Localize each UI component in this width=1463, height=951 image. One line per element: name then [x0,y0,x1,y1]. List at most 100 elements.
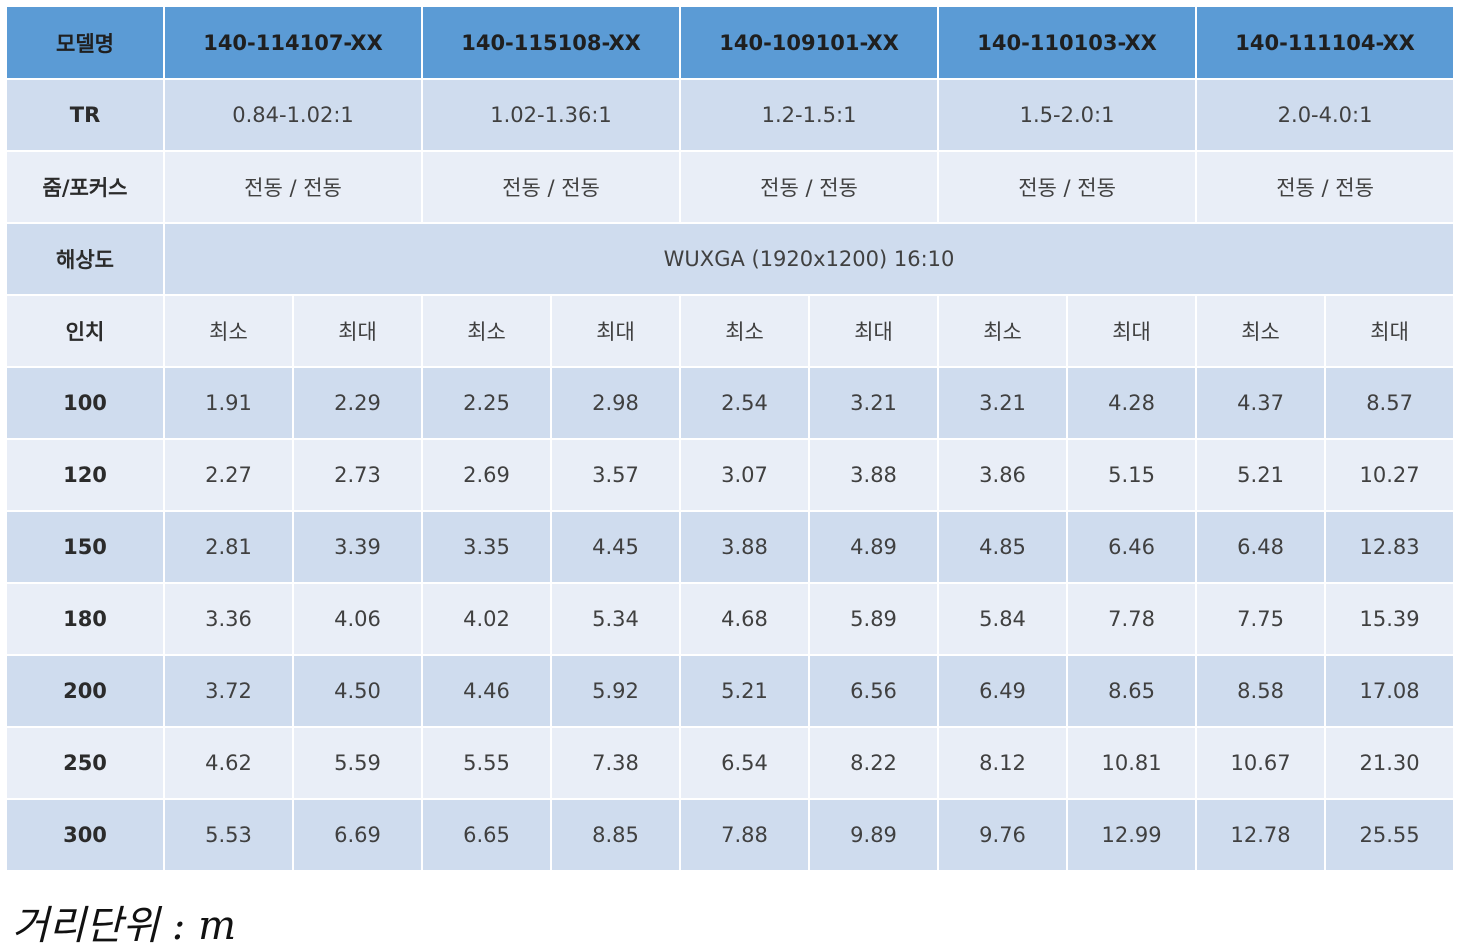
model-name: 140-109101-XX [679,5,940,80]
max-distance-cell: 3.21 [808,366,940,440]
zoom-focus-value: 전동 / 전동 [937,150,1198,224]
max-distance-cell: 10.81 [1066,726,1198,800]
max-distance-cell: 6.56 [808,654,940,728]
min-distance-cell: 4.02 [421,582,553,656]
inch-size: 120 [5,438,165,512]
table-row: 200 3.72 4.50 4.46 5.92 5.21 6.56 6.49 8.65 8.58 1… [5,654,1456,728]
min-label: 최소 [937,294,1069,368]
tr-value: 1.5-2.0:1 [937,78,1198,152]
inch-size: 150 [5,510,165,584]
resolution-label: 해상도 [5,222,165,296]
resolution-row: 해상도 WUXGA (1920x1200) 16:10 [5,222,1456,296]
max-distance-cell: 4.50 [291,654,424,728]
tr-label: TR [5,78,165,152]
table-row: 180 3.36 4.06 4.02 5.34 4.68 5.89 5.84 7.78 7.75 1… [5,582,1456,656]
max-distance-cell: 21.30 [1324,726,1456,800]
max-distance-cell: 12.83 [1324,510,1456,584]
max-distance-cell: 7.78 [1066,582,1198,656]
min-distance-cell: 6.48 [1195,510,1327,584]
max-distance-cell: 10.27 [1324,438,1456,512]
max-distance-cell: 8.57 [1324,366,1456,440]
inch-size: 100 [5,366,165,440]
min-distance-cell: 5.53 [163,798,294,872]
resolution-value: WUXGA (1920x1200) 16:10 [162,222,1456,296]
min-distance-cell: 2.69 [421,438,553,512]
min-distance-cell: 3.86 [937,438,1069,512]
min-label: 최소 [421,294,553,368]
min-distance-cell: 3.72 [163,654,294,728]
zoom-focus-value: 전동 / 전동 [679,150,940,224]
min-distance-cell: 7.88 [679,798,811,872]
max-distance-cell: 12.99 [1066,798,1198,872]
min-distance-cell: 7.75 [1195,582,1327,656]
min-distance-cell: 2.27 [163,438,294,512]
model-label: 모델명 [5,5,165,80]
max-distance-cell: 6.46 [1066,510,1198,584]
min-distance-cell: 3.21 [937,366,1069,440]
min-distance-cell: 3.35 [421,510,553,584]
min-distance-cell: 6.65 [421,798,553,872]
min-label: 최소 [163,294,294,368]
min-distance-cell: 4.62 [163,726,294,800]
max-label: 최대 [291,294,424,368]
model-name: 140-114107-XX [162,5,424,80]
projector-spec-table: 모델명 140-114107-XX 140-115108-XX 140-1091… [5,5,1456,872]
min-distance-cell: 2.81 [163,510,294,584]
table-row: 150 2.81 3.39 3.35 4.45 3.88 4.89 4.85 6.46 6.48 1… [5,510,1456,584]
min-distance-cell: 3.07 [679,438,811,512]
max-distance-cell: 4.89 [808,510,940,584]
distance-rows: 100 1.91 2.29 2.25 2.98 2.54 3.21 3.21 4.28 4.37 8… [5,366,1456,872]
max-distance-cell: 5.89 [808,582,940,656]
max-distance-cell: 5.34 [550,582,682,656]
max-label: 최대 [550,294,682,368]
tr-value: 1.02-1.36:1 [421,78,682,152]
min-distance-cell: 4.85 [937,510,1069,584]
max-distance-cell: 7.38 [550,726,682,800]
min-distance-cell: 3.36 [163,582,294,656]
max-distance-cell: 8.22 [808,726,940,800]
max-label: 최대 [1324,294,1456,368]
table-row: 100 1.91 2.29 2.25 2.98 2.54 3.21 3.21 4.28 4.37 8… [5,366,1456,440]
max-distance-cell: 3.39 [291,510,424,584]
min-distance-cell: 1.91 [163,366,294,440]
zoom-focus-value: 전동 / 전동 [1195,150,1456,224]
min-distance-cell: 2.25 [421,366,553,440]
min-distance-cell: 5.84 [937,582,1069,656]
min-distance-cell: 4.37 [1195,366,1327,440]
min-distance-cell: 2.54 [679,366,811,440]
min-label: 최소 [679,294,811,368]
table-row: 300 5.53 6.69 6.65 8.85 7.88 9.89 9.76 12.99 12.7… [5,798,1456,872]
max-distance-cell: 15.39 [1324,582,1456,656]
max-distance-cell: 4.45 [550,510,682,584]
min-label: 최소 [1195,294,1327,368]
min-distance-cell: 6.49 [937,654,1069,728]
max-distance-cell: 5.59 [291,726,424,800]
inch-label: 인치 [5,294,165,368]
tr-row: TR 0.84-1.02:1 1.02-1.36:1 1.2-1.5:1 1.5… [5,78,1456,152]
max-distance-cell: 3.88 [808,438,940,512]
min-distance-cell: 4.68 [679,582,811,656]
max-distance-cell: 4.28 [1066,366,1198,440]
inch-header-row: 인치 최소 최대 최소 최대 최소 최대 최소 최대 최소 최대 [5,294,1456,368]
max-distance-cell: 8.85 [550,798,682,872]
tr-value: 0.84-1.02:1 [162,78,424,152]
max-distance-cell: 2.98 [550,366,682,440]
max-distance-cell: 6.69 [291,798,424,872]
min-distance-cell: 10.67 [1195,726,1327,800]
zoom-focus-row: 줌/포커스 전동 / 전동 전동 / 전동 전동 / 전동 전동 / 전동 전동… [5,150,1456,224]
max-distance-cell: 3.57 [550,438,682,512]
min-distance-cell: 5.21 [679,654,811,728]
min-distance-cell: 12.78 [1195,798,1327,872]
max-distance-cell: 8.65 [1066,654,1198,728]
max-label: 최대 [808,294,940,368]
min-distance-cell: 9.76 [937,798,1069,872]
inch-size: 180 [5,582,165,656]
max-distance-cell: 17.08 [1324,654,1456,728]
min-distance-cell: 6.54 [679,726,811,800]
max-distance-cell: 5.15 [1066,438,1198,512]
max-distance-cell: 2.73 [291,438,424,512]
max-distance-cell: 2.29 [291,366,424,440]
zoom-focus-value: 전동 / 전동 [421,150,682,224]
table-row: 120 2.27 2.73 2.69 3.57 3.07 3.88 3.86 5.15 5.21 1… [5,438,1456,512]
model-header-row: 모델명 140-114107-XX 140-115108-XX 140-1091… [5,5,1456,80]
